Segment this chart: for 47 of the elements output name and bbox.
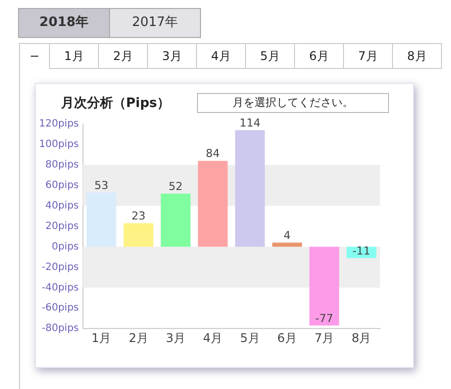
bar xyxy=(309,246,340,326)
data-label: 4 xyxy=(284,229,291,242)
text: − xyxy=(19,43,49,68)
y-tick-label: 40pips xyxy=(45,200,79,212)
data-label: 53 xyxy=(94,178,108,192)
data-label: 84 xyxy=(206,147,220,160)
y-tick-label: 20pips xyxy=(45,220,79,232)
y-tick-label: -40pips xyxy=(42,282,79,294)
x-tick-label: 7月 xyxy=(314,330,334,345)
x-tick-label: 1月 xyxy=(92,330,112,345)
data-label: -77 xyxy=(315,312,334,325)
data-label: 23 xyxy=(132,210,146,223)
text: 2017年 xyxy=(110,9,200,37)
data-label: 52 xyxy=(168,180,183,193)
bar xyxy=(235,130,265,247)
x-tick-label: 8月 xyxy=(352,330,372,345)
x-tick-label: 3月 xyxy=(166,330,186,345)
data-label: 114 xyxy=(239,116,260,130)
text: 3月 xyxy=(147,43,196,69)
y-tick-label: -20pips xyxy=(42,262,79,273)
y-tick-label: -80pips xyxy=(42,323,79,334)
bar xyxy=(198,160,228,247)
bar xyxy=(272,242,302,247)
x-tick-label: 4月 xyxy=(202,330,223,345)
text: 1月 xyxy=(49,43,98,69)
text: 5月 xyxy=(245,43,294,69)
x-tick-label: 6月 xyxy=(277,330,297,345)
x-tick-label: 2月 xyxy=(128,330,148,345)
text: 6月 xyxy=(294,43,343,69)
y-tick-label: 100pips xyxy=(38,139,79,150)
text: 4月 xyxy=(196,43,245,69)
text: 7月 xyxy=(343,43,392,69)
data-label: -11 xyxy=(352,244,370,258)
bar xyxy=(160,194,191,247)
y-tick-label: 0pips xyxy=(52,241,79,252)
y-tick-label: 120pips xyxy=(38,118,79,130)
text: 8月 xyxy=(392,43,442,69)
text: 2018年 xyxy=(19,9,110,37)
y-tick-label: -60pips xyxy=(42,302,79,314)
chart-title: 月次分析（Pips） xyxy=(61,95,170,112)
y-tick-label: 80pips xyxy=(45,160,79,171)
text: 2月 xyxy=(98,43,147,69)
text: 月を選択してください。 xyxy=(197,93,389,113)
bar xyxy=(86,192,116,247)
bar xyxy=(124,223,154,247)
y-tick-label: 60pips xyxy=(45,180,79,191)
x-tick-label: 5月 xyxy=(240,330,260,345)
